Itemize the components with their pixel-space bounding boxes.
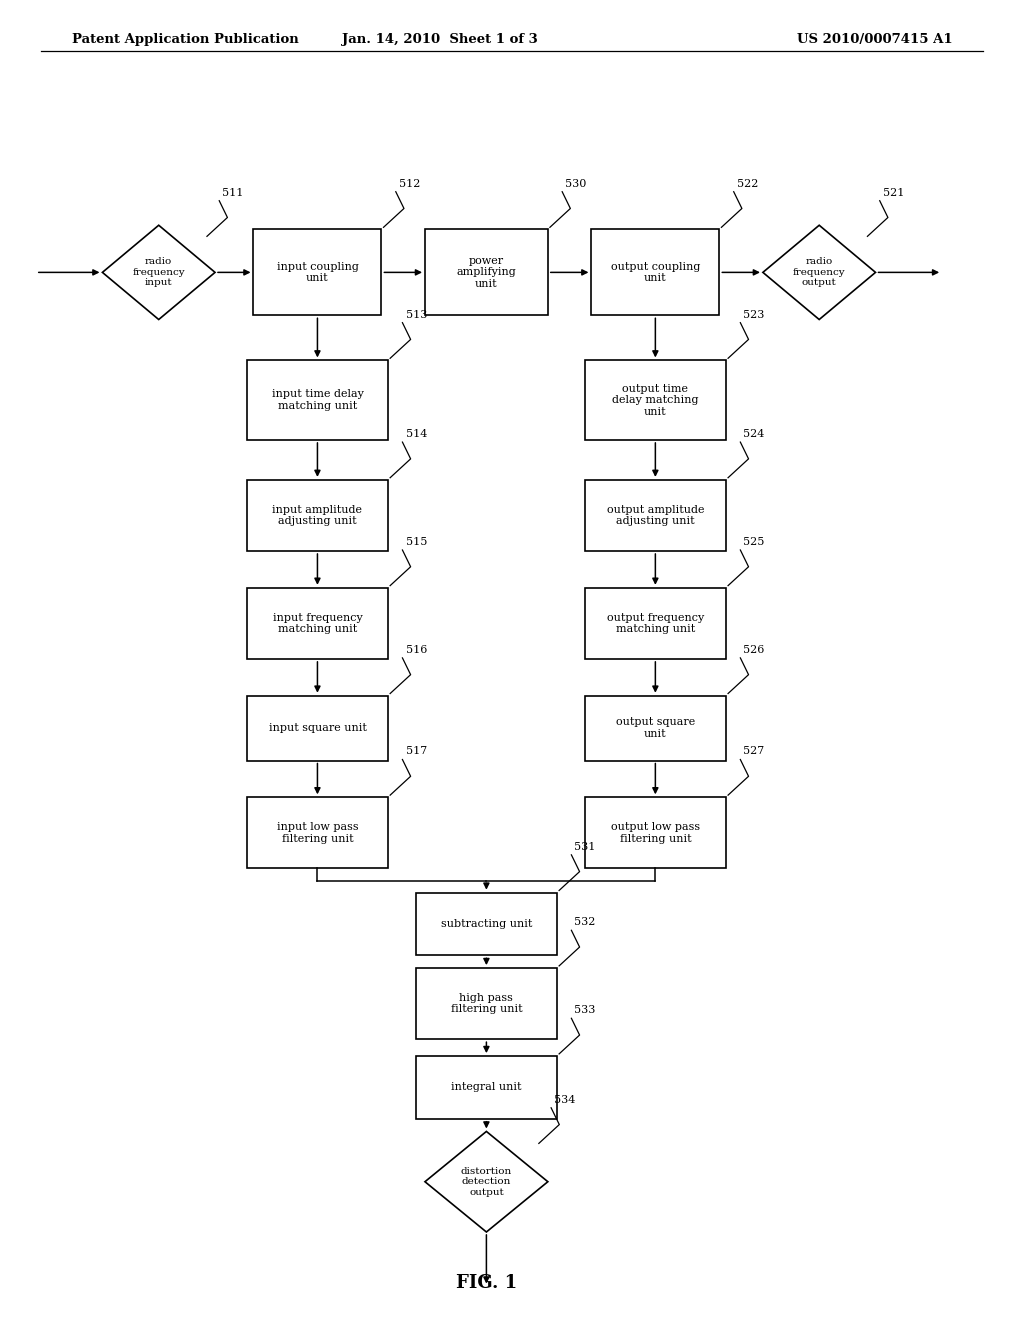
- Text: 527: 527: [743, 746, 765, 756]
- Bar: [416, 1056, 557, 1119]
- Text: 516: 516: [406, 644, 427, 655]
- Bar: [585, 360, 726, 440]
- Bar: [585, 797, 726, 869]
- Text: input time delay
matching unit: input time delay matching unit: [271, 389, 364, 411]
- Text: 515: 515: [406, 537, 427, 546]
- Text: Jan. 14, 2010  Sheet 1 of 3: Jan. 14, 2010 Sheet 1 of 3: [342, 33, 539, 46]
- Text: radio
frequency
output: radio frequency output: [793, 257, 846, 288]
- Polygon shape: [102, 226, 215, 319]
- Text: 523: 523: [743, 309, 765, 319]
- Text: output frequency
matching unit: output frequency matching unit: [607, 612, 703, 634]
- Bar: [416, 968, 557, 1039]
- Text: integral unit: integral unit: [452, 1082, 521, 1093]
- Polygon shape: [425, 1131, 548, 1232]
- Bar: [585, 696, 726, 760]
- Text: 513: 513: [406, 309, 427, 319]
- Text: 525: 525: [743, 537, 765, 546]
- Text: input low pass
filtering unit: input low pass filtering unit: [276, 822, 358, 843]
- Text: 517: 517: [406, 746, 427, 756]
- Bar: [254, 230, 381, 315]
- Text: 530: 530: [565, 178, 587, 189]
- Bar: [247, 797, 388, 869]
- Bar: [247, 587, 388, 659]
- Text: 526: 526: [743, 644, 765, 655]
- Text: power
amplifying
unit: power amplifying unit: [457, 256, 516, 289]
- Text: Patent Application Publication: Patent Application Publication: [72, 33, 298, 46]
- Text: US 2010/0007415 A1: US 2010/0007415 A1: [797, 33, 952, 46]
- Bar: [247, 479, 388, 550]
- Text: output low pass
filtering unit: output low pass filtering unit: [610, 822, 700, 843]
- Bar: [585, 479, 726, 550]
- Bar: [592, 230, 719, 315]
- Text: output square
unit: output square unit: [615, 717, 695, 739]
- Text: FIG. 1: FIG. 1: [456, 1274, 517, 1292]
- Text: 511: 511: [222, 187, 244, 198]
- Text: 533: 533: [574, 1005, 596, 1015]
- Text: 531: 531: [574, 842, 596, 851]
- Bar: [585, 587, 726, 659]
- Text: 512: 512: [399, 178, 420, 189]
- Text: input frequency
matching unit: input frequency matching unit: [272, 612, 362, 634]
- Bar: [425, 230, 548, 315]
- Text: 532: 532: [574, 917, 596, 927]
- Text: high pass
filtering unit: high pass filtering unit: [451, 993, 522, 1014]
- Text: 521: 521: [883, 187, 904, 198]
- Text: output amplitude
adjusting unit: output amplitude adjusting unit: [606, 504, 705, 527]
- Bar: [247, 360, 388, 440]
- Text: 514: 514: [406, 429, 427, 440]
- Bar: [247, 696, 388, 760]
- Text: 522: 522: [737, 178, 758, 189]
- Text: radio
frequency
input: radio frequency input: [132, 257, 185, 288]
- Text: 524: 524: [743, 429, 765, 440]
- Text: input square unit: input square unit: [268, 723, 367, 733]
- Text: input amplitude
adjusting unit: input amplitude adjusting unit: [272, 504, 362, 527]
- Text: output coupling
unit: output coupling unit: [610, 261, 700, 284]
- Text: subtracting unit: subtracting unit: [440, 919, 532, 929]
- Polygon shape: [763, 226, 876, 319]
- Text: distortion
detection
output: distortion detection output: [461, 1167, 512, 1197]
- Text: input coupling
unit: input coupling unit: [276, 261, 358, 284]
- Text: output time
delay matching
unit: output time delay matching unit: [612, 384, 698, 417]
- Text: 534: 534: [554, 1094, 575, 1105]
- Bar: [416, 892, 557, 956]
